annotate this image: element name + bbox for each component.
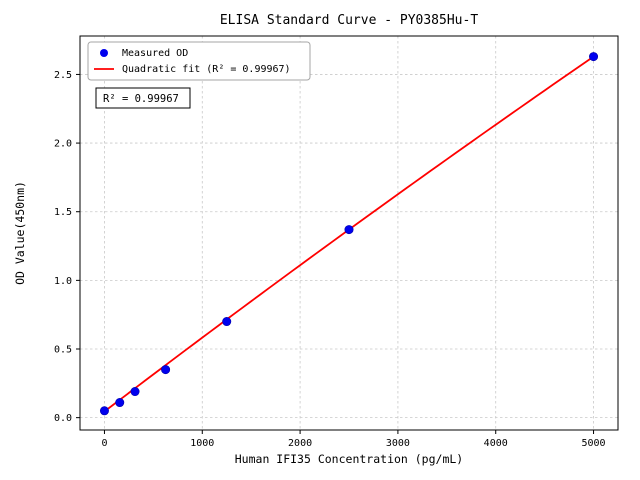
plot-border: [79, 35, 619, 431]
x-tick-label: 3000: [386, 438, 410, 449]
r-squared-annotation: R² = 0.99967: [95, 87, 191, 109]
chart-title: ELISA Standard Curve - PY0385Hu-T: [220, 13, 478, 28]
grid-layer: [80, 36, 618, 430]
data-point: [222, 317, 232, 327]
annotation-frame: [95, 87, 191, 109]
data-point: [115, 398, 125, 408]
ticks-layer: 0 1000 2000 3000 4000 5000 0.0 0.5 1.0 1.5 2.0 2.5: [54, 70, 606, 449]
x-tick-label: 4000: [484, 438, 508, 449]
legend-marker-measured-od: [100, 49, 108, 57]
y-tick-label: 1.5: [54, 207, 72, 218]
legend-label-quadratic-fit: Quadratic fit (R² = 0.99967): [122, 64, 291, 75]
y-tick-label: 0.0: [54, 413, 72, 424]
legend-frame: [87, 41, 311, 81]
x-tick-label: 2000: [288, 438, 312, 449]
x-tick-label: 1000: [190, 438, 214, 449]
y-axis-label: OD Value(450nm): [13, 181, 27, 285]
annotation-text: R² = 0.99967: [103, 93, 179, 105]
y-tick-label: 0.5: [54, 345, 72, 356]
x-tick-label: 5000: [581, 438, 605, 449]
data-point: [344, 225, 354, 235]
data-point: [130, 387, 140, 397]
y-tick-label: 1.0: [54, 276, 72, 287]
y-tick-label: 2.0: [54, 139, 72, 150]
data-point: [161, 365, 171, 375]
data-point: [589, 52, 599, 62]
x-axis-label: Human IFI35 Concentration (pg/mL): [235, 452, 463, 466]
data-point: [99, 406, 109, 416]
data-layer: [99, 52, 599, 416]
legend: Measured OD Quadratic fit (R² = 0.99967): [87, 41, 311, 81]
legend-label-measured-od: Measured OD: [122, 48, 188, 59]
x-tick-label: 0: [101, 438, 107, 449]
y-tick-label: 2.5: [54, 70, 72, 81]
